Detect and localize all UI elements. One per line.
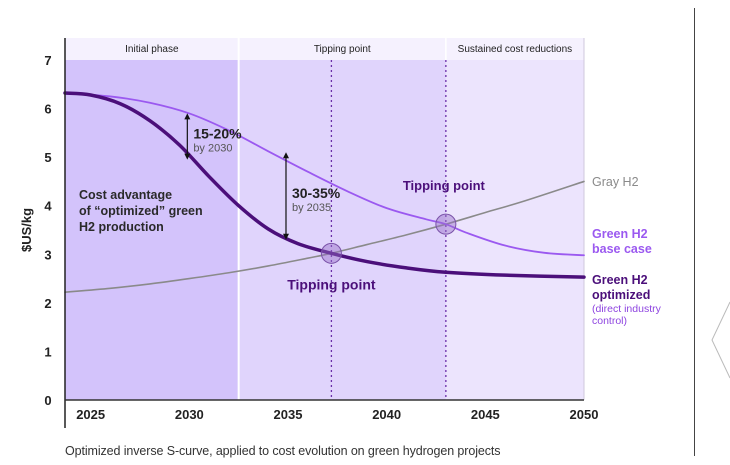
y-tick-label: 7 bbox=[44, 53, 51, 68]
tipping-point-label: Tipping point bbox=[287, 276, 376, 292]
series-lines bbox=[63, 91, 586, 293]
y-tick-label: 4 bbox=[44, 199, 52, 214]
cost-advantage-note: of “optimized” green bbox=[79, 204, 203, 218]
tipping-point-label: Tipping point bbox=[403, 178, 486, 193]
legend-subtext: control) bbox=[592, 315, 627, 327]
series-line-green-h2-base-case bbox=[64, 92, 585, 257]
phase-header-bg bbox=[445, 38, 584, 60]
y-axis-label: $US/kg bbox=[19, 208, 34, 252]
annotations: 15-20%by 2030 30-35%by 2035 Cost advantage… bbox=[79, 113, 341, 240]
phase-header-bg bbox=[238, 38, 446, 60]
y-tick-label: 5 bbox=[44, 150, 51, 165]
x-tick-label: 2035 bbox=[274, 407, 303, 422]
arrow-down-icon bbox=[282, 233, 289, 240]
reduction-percent: 15-20% bbox=[193, 126, 242, 142]
x-tick-label: 2045 bbox=[471, 407, 500, 422]
tipping-point-circle bbox=[435, 213, 457, 235]
series-line-green-h2-optimized bbox=[63, 91, 586, 279]
chart-caption: Optimized inverse S-curve, applied to co… bbox=[65, 444, 501, 458]
axes: 0 1 2 3 4 5 6 7 2025 2030 2035 2040 2045 2050 $US/kg bbox=[19, 38, 598, 428]
y-tick-label: 1 bbox=[44, 344, 51, 359]
legend-entry: Gray H2 bbox=[592, 175, 639, 189]
tipping-point-circles: Tipping point Tipping point bbox=[287, 178, 485, 292]
phase-label: Tipping point bbox=[314, 44, 371, 55]
reduction-year: by 2035 bbox=[292, 202, 331, 214]
cost-advantage-note: Cost advantage bbox=[79, 188, 172, 202]
legend-entry: base case bbox=[592, 242, 652, 256]
legend-entry: optimized bbox=[592, 288, 650, 302]
arrow-up-icon bbox=[282, 152, 289, 159]
legend-entry: Green H2 bbox=[592, 227, 648, 241]
phase-region bbox=[65, 60, 239, 400]
series-line-gray-h2 bbox=[64, 180, 585, 293]
y-tick-label: 6 bbox=[44, 102, 51, 117]
y-tick-label: 0 bbox=[44, 393, 51, 408]
panel-divider bbox=[694, 8, 695, 456]
legend-subtext: (direct industry bbox=[592, 303, 662, 315]
phase-backgrounds: Initial phase Tipping point Sustained cost… bbox=[65, 38, 585, 400]
reduction-percent: 30-35% bbox=[292, 185, 341, 201]
legend-entry: Green H2 bbox=[592, 273, 648, 287]
chevron-left-icon[interactable] bbox=[708, 300, 730, 380]
phase-label: Initial phase bbox=[125, 44, 179, 55]
phase-label: Sustained cost reductions bbox=[458, 44, 573, 55]
x-tick-label: 2050 bbox=[570, 407, 599, 422]
x-tick-label: 2040 bbox=[372, 407, 401, 422]
y-tick-label: 3 bbox=[44, 247, 51, 262]
phase-region bbox=[445, 60, 584, 400]
phase-region bbox=[238, 60, 446, 400]
phase-header-bg bbox=[65, 38, 239, 60]
tipping-point-markers bbox=[330, 60, 447, 400]
arrow-down-icon bbox=[184, 153, 191, 160]
arrow-up-icon bbox=[184, 113, 191, 120]
x-tick-label: 2025 bbox=[76, 407, 105, 422]
y-tick-label: 2 bbox=[44, 296, 51, 311]
reduction-year: by 2030 bbox=[193, 143, 232, 155]
tipping-point-circle bbox=[320, 242, 342, 264]
cost-advantage-note: H2 production bbox=[79, 220, 164, 234]
x-tick-label: 2030 bbox=[175, 407, 204, 422]
